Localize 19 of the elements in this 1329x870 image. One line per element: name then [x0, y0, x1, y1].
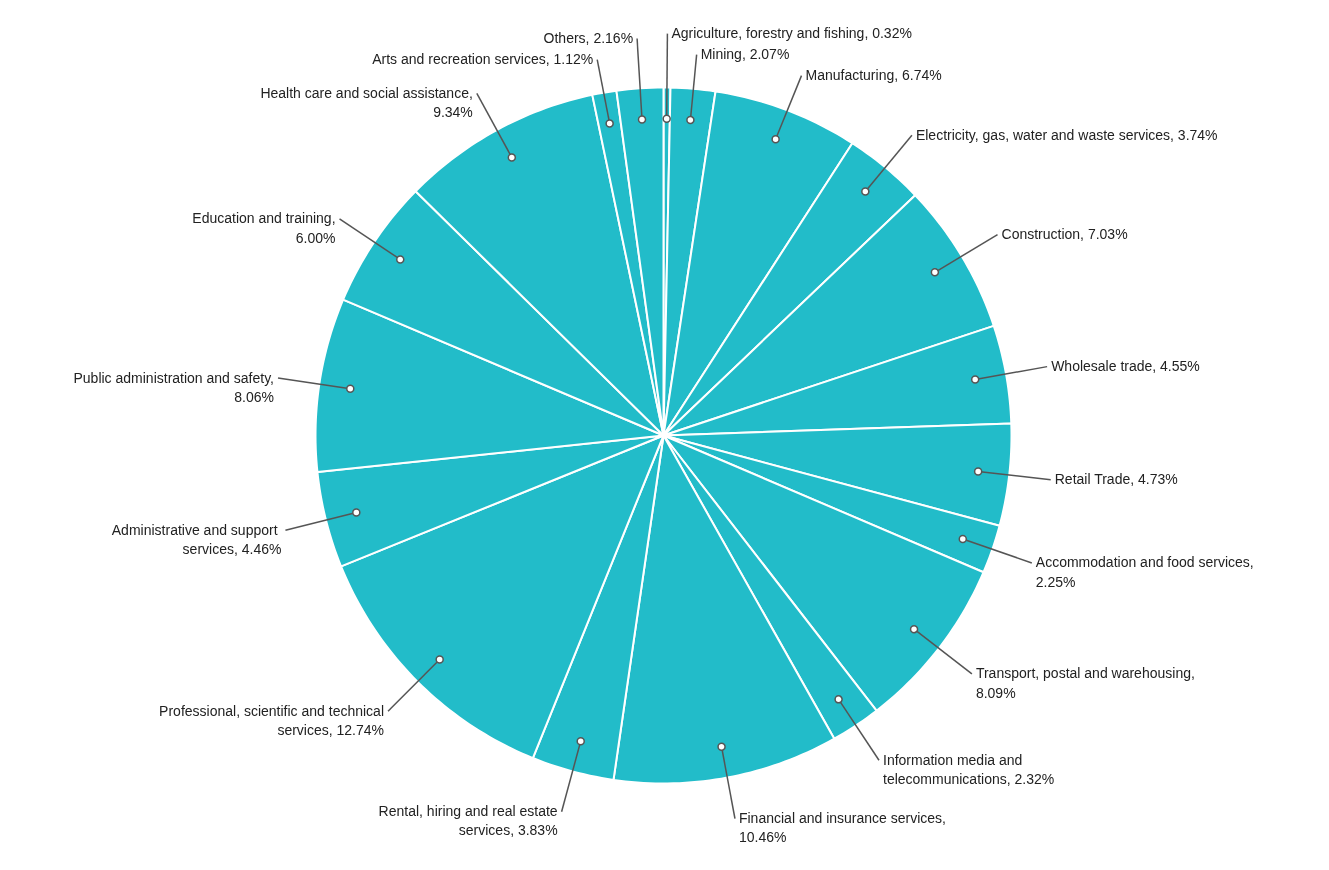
slice-label: Rental, hiring and real estate services, 3.83%	[378, 803, 558, 839]
slice-label: Construction, 7.03%	[1001, 226, 1128, 243]
slice-label: Agriculture, forestry and fishing, 0.32%	[671, 25, 912, 42]
slice-label: Wholesale trade, 4.55%	[1051, 358, 1200, 375]
slice-label: Administrative and support services, 4.46%	[111, 521, 282, 557]
slice-label: Health care and social assistance, 9.34%	[260, 84, 473, 121]
slice-label: Arts and recreation services, 1.12%	[372, 51, 594, 68]
slice-label: Others, 2.16%	[543, 30, 634, 47]
slice-label: Accommodation and food services, 2.25%	[1035, 554, 1254, 590]
slice-label: Mining, 2.07%	[700, 46, 790, 63]
slice-label: Transport, postal and warehousing, 8.09%	[975, 665, 1195, 701]
slice-label: Public administration and safety, 8.06%	[73, 369, 274, 405]
slice-label: Education and training, 6.00%	[192, 210, 336, 246]
slice-label: Retail Trade, 4.73%	[1054, 471, 1178, 488]
slice-label: Financial and insurance services, 10.46%	[738, 810, 946, 846]
slice-label: Professional, scientific and technical services, 12.74%	[159, 702, 385, 738]
slice-label: Information media and telecommunications, 2.32%	[883, 751, 1055, 787]
slice-label: Electricity, gas, water and waste services, 3.74%	[915, 126, 1218, 143]
slice-label: Manufacturing, 6.74%	[805, 67, 942, 84]
